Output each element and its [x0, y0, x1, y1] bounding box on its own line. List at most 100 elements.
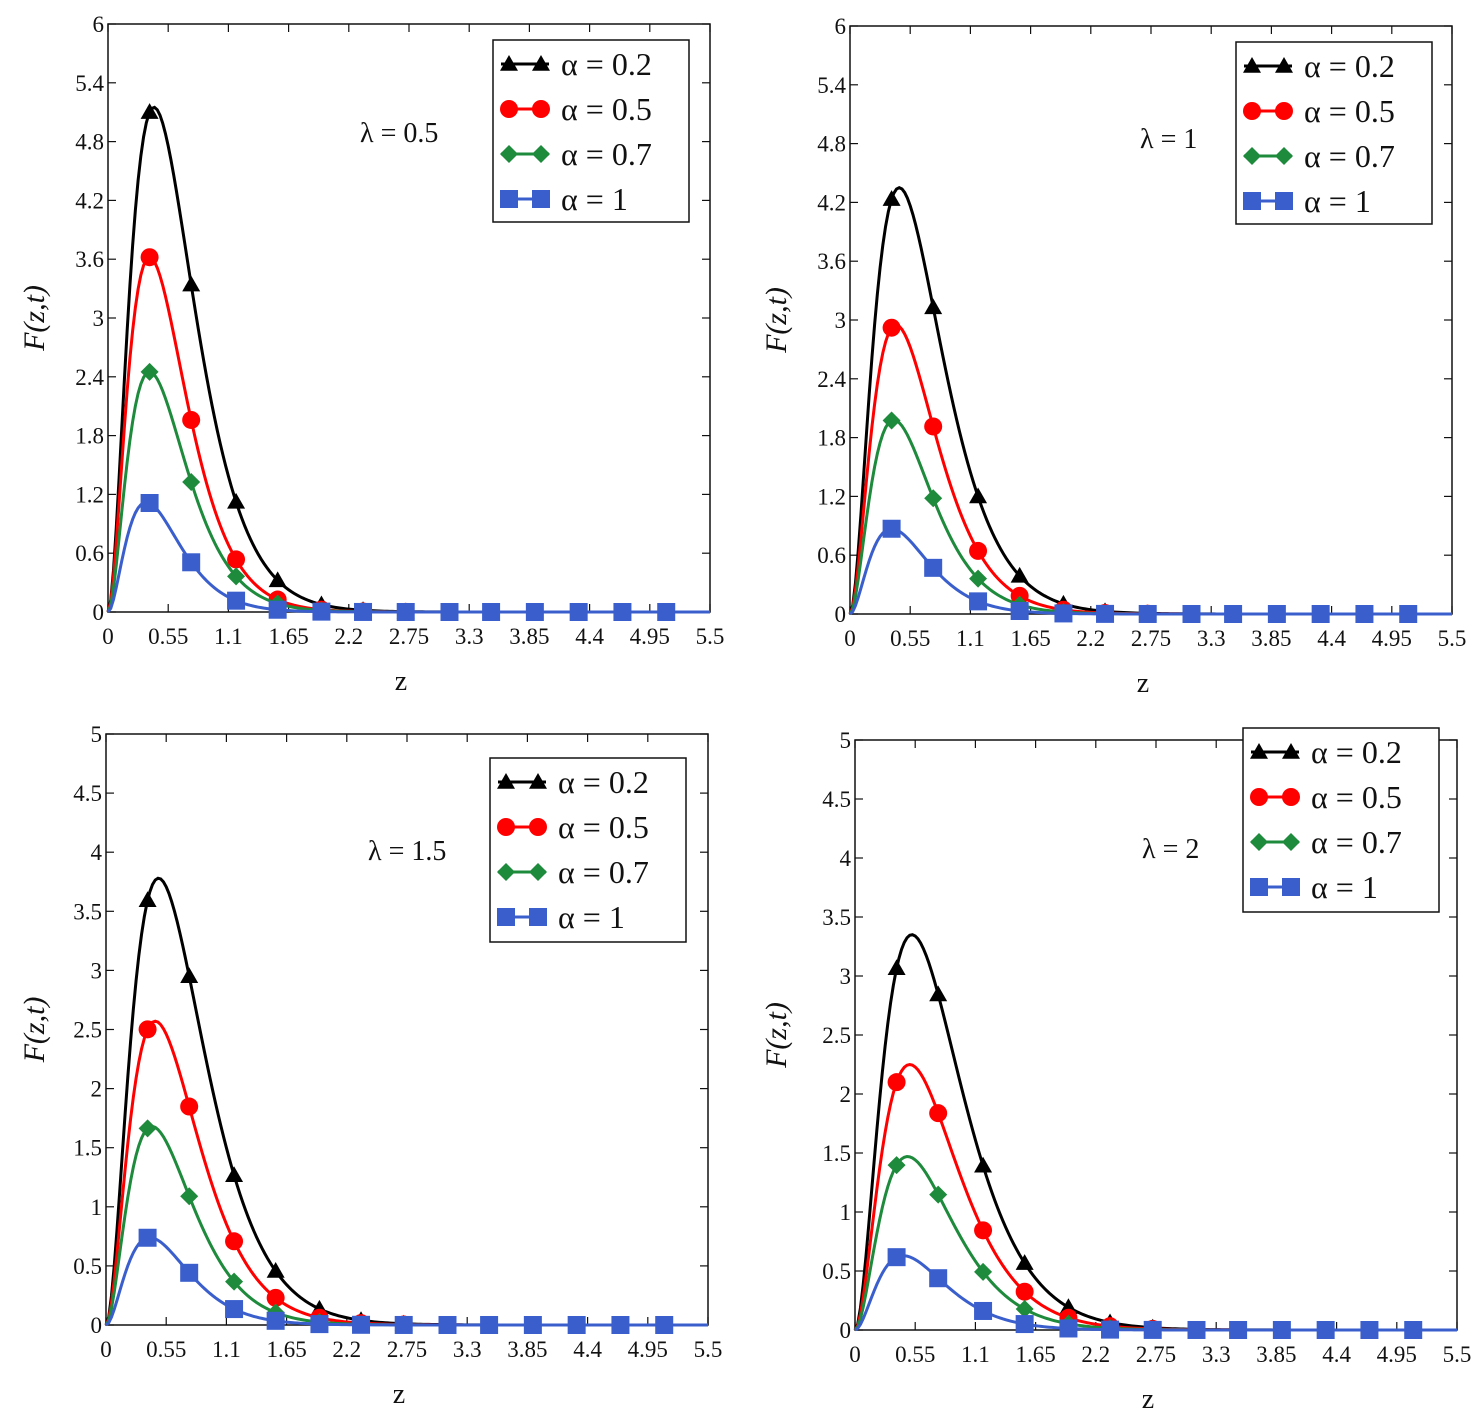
- y-tick-label: 3.6: [817, 249, 846, 274]
- y-axis-label: F(z,t): [760, 1002, 793, 1069]
- legend-entry-label: α = 0.5: [1311, 779, 1402, 815]
- series-square: [105, 1228, 708, 1334]
- x-tick-label: 0.55: [890, 626, 930, 651]
- data-point-square: [525, 603, 544, 621]
- data-point-diamond: [924, 489, 943, 508]
- y-tick-label: 2.5: [822, 1023, 851, 1048]
- y-tick-label: 1: [840, 1200, 852, 1225]
- data-point-square: [180, 1263, 199, 1282]
- data-point-triangle: [182, 275, 201, 292]
- data-point-square: [312, 602, 331, 621]
- data-point-circle: [974, 1221, 993, 1240]
- data-point-square: [1355, 605, 1374, 623]
- legend-marker-diamond: [1243, 147, 1261, 165]
- series-line: [853, 1155, 1457, 1332]
- x-tick-label: 4.95: [1377, 1342, 1417, 1367]
- y-tick-label: 5: [840, 728, 852, 753]
- legend-marker-triangle: [1250, 743, 1268, 759]
- data-point-circle: [969, 541, 988, 560]
- legend: α = 0.2 α = 0.5 α = 0.7 α = 1: [492, 39, 690, 223]
- legend-entry-label: α = 0.7: [1304, 138, 1395, 174]
- data-point-diamond: [138, 1119, 157, 1138]
- x-tick-label: 0: [849, 1342, 861, 1367]
- data-point-square: [1101, 1320, 1120, 1339]
- y-tick-label: 4.8: [817, 132, 846, 157]
- data-point-circle: [882, 318, 901, 337]
- data-point-circle: [180, 1097, 199, 1116]
- legend-marker-triangle: [1275, 57, 1293, 73]
- legend-marker-square: [497, 908, 515, 926]
- legend-box: [1235, 41, 1433, 225]
- data-point-square: [1360, 1321, 1379, 1339]
- data-point-square: [657, 603, 676, 621]
- data-point-circle: [887, 1073, 906, 1092]
- data-point-triangle: [1010, 566, 1029, 583]
- data-point-square: [1311, 605, 1330, 623]
- data-point-square: [1143, 1320, 1162, 1339]
- y-tick-label: 0.6: [817, 543, 846, 568]
- x-tick-label: 2.2: [1081, 1342, 1110, 1367]
- y-tick-label: 5.4: [817, 73, 846, 98]
- data-point-square: [974, 1301, 993, 1320]
- data-point-square: [569, 603, 588, 621]
- data-point-square: [396, 602, 415, 621]
- legend-marker-circle: [1282, 788, 1300, 806]
- legend-marker-circle: [1243, 102, 1261, 120]
- series-diamond: [848, 411, 1452, 623]
- data-point-square: [268, 600, 287, 619]
- data-point-circle: [138, 1020, 157, 1039]
- y-axis-label: F(z,t): [18, 997, 51, 1064]
- data-point-square: [929, 1269, 948, 1288]
- legend-entry-label: α = 1: [1304, 183, 1371, 219]
- legend-marker-diamond: [1275, 147, 1293, 165]
- legend-entry-label: α = 0.2: [1311, 734, 1402, 770]
- legend-marker-diamond: [532, 145, 550, 163]
- data-point-square: [1010, 601, 1029, 620]
- legend: α = 0.2 α = 0.5 α = 0.7 α = 1: [489, 757, 687, 943]
- x-tick-label: 5.5: [1438, 626, 1467, 651]
- data-point-square: [140, 494, 159, 513]
- y-tick-label: 4.5: [822, 787, 851, 812]
- data-point-square: [655, 1316, 674, 1334]
- series-circle: [853, 1062, 1457, 1338]
- y-tick-label: 0: [91, 1313, 103, 1338]
- x-tick-label: 0: [844, 626, 856, 651]
- x-tick-label: 2.2: [1076, 626, 1105, 651]
- series-circle: [104, 1019, 708, 1334]
- legend-marker-diamond: [529, 863, 547, 881]
- data-point-square: [882, 519, 901, 538]
- x-axis-label: z: [395, 666, 407, 697]
- x-tick-label: 3.3: [1197, 626, 1226, 651]
- data-point-diamond: [969, 569, 988, 588]
- legend-marker-circle: [529, 818, 547, 836]
- data-point-triangle: [227, 492, 246, 509]
- data-point-triangle: [974, 1156, 993, 1173]
- series-diamond: [106, 362, 710, 621]
- y-tick-label: 4.2: [817, 190, 846, 215]
- legend-entry-label: α = 0.2: [561, 46, 652, 82]
- y-tick-label: 4.2: [75, 188, 104, 213]
- x-tick-label: 1.65: [268, 624, 308, 649]
- y-tick-label: 5: [91, 722, 103, 747]
- x-tick-label: 4.4: [1322, 1342, 1351, 1367]
- data-point-triangle: [882, 190, 901, 206]
- data-point-square: [1096, 604, 1115, 623]
- y-tick-label: 1.5: [822, 1141, 851, 1166]
- legend-marker-triangle: [500, 55, 518, 71]
- x-tick-label: 2.75: [1136, 1342, 1176, 1367]
- series-line: [848, 186, 1452, 616]
- legend-marker-circle: [497, 818, 515, 836]
- data-point-square: [310, 1315, 329, 1334]
- x-axis-label: z: [393, 1379, 405, 1410]
- legend-marker-triangle: [1282, 743, 1300, 759]
- legend-entry-label: α = 0.5: [561, 91, 652, 127]
- legend-marker-circle: [1275, 102, 1293, 120]
- x-tick-label: 0.55: [146, 1337, 186, 1362]
- series-triangle: [848, 186, 1452, 621]
- x-tick-label: 2.2: [334, 624, 363, 649]
- legend-marker-square: [1282, 878, 1300, 896]
- legend-marker-square: [532, 190, 550, 208]
- y-tick-label: 5.4: [75, 71, 104, 96]
- data-point-square: [1267, 604, 1286, 623]
